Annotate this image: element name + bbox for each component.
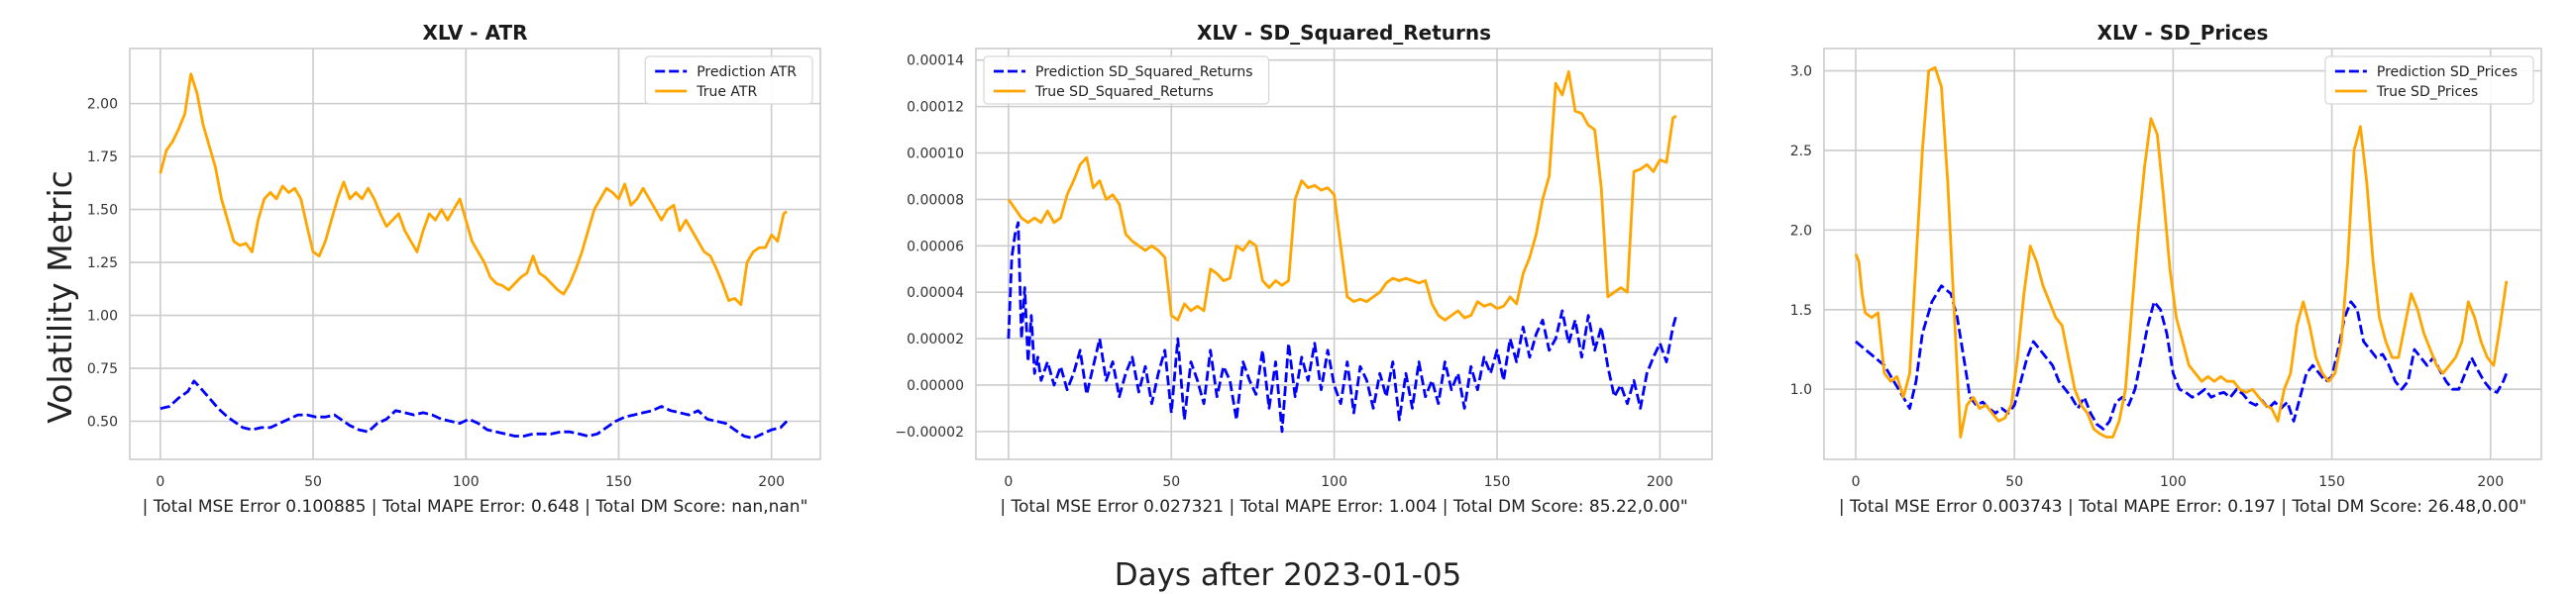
series-line-true xyxy=(1007,70,1677,322)
x-tick-label: 100 xyxy=(1321,474,1347,490)
y-tick-label: 0.00004 xyxy=(907,285,964,301)
y-tick-label: 1.5 xyxy=(1790,303,1812,319)
subplot-3: 0 50 100 150 200 1.0 1.5 2.0 2.5 3.0 XLV - SD_Pric… xyxy=(1790,21,2542,517)
x-tick-label: 100 xyxy=(2160,474,2187,490)
x-tick-label: 50 xyxy=(304,474,322,490)
figure-y-label: Volatility Metric xyxy=(41,170,79,424)
legend-box xyxy=(644,55,813,105)
legend-entry: True ATR xyxy=(696,84,757,100)
x-tick-label: 0 xyxy=(156,474,164,490)
x-tick-label: 0 xyxy=(1852,474,1861,490)
series-line-prediction xyxy=(1007,221,1678,434)
subplot-2: 0 50 100 150 200 −0.00002 0.00000 0.00002 0.0000… xyxy=(895,21,1713,517)
legend: Prediction ATR True ATR xyxy=(644,55,813,105)
series-line-prediction xyxy=(160,379,789,440)
y-tick-label: 1.00 xyxy=(87,309,118,325)
x-axis-label: | Total MSE Error 0.027321 | Total MAPE … xyxy=(1000,497,1687,517)
legend-box xyxy=(983,55,1270,105)
y-tick-label: 0.00002 xyxy=(907,332,964,347)
legend-entry: Prediction SD_Prices xyxy=(2377,64,2518,80)
legend-box xyxy=(2324,55,2534,105)
x-tick-label: 150 xyxy=(2318,474,2345,490)
y-tick-label: 0.00008 xyxy=(907,192,964,208)
x-tick-label: 200 xyxy=(758,474,785,490)
plot-frame xyxy=(129,48,821,460)
y-tick-label: 3.0 xyxy=(1790,64,1812,80)
x-tick-label: 200 xyxy=(1647,474,1673,490)
y-tick-label: 1.25 xyxy=(87,255,118,271)
y-tick-label: 0.00006 xyxy=(907,239,964,254)
series-line-true xyxy=(1854,65,2509,439)
subplot-title: XLV - SD_Squared_Returns xyxy=(1197,21,1491,45)
y-tick-label: 1.50 xyxy=(87,203,118,219)
series-line-true xyxy=(159,72,788,307)
x-tick-label: 200 xyxy=(2477,474,2504,490)
plot-area xyxy=(130,49,820,459)
y-tick-label: 2.5 xyxy=(1790,144,1812,159)
y-tick-label: 0.00010 xyxy=(907,147,964,162)
x-tick-label: 50 xyxy=(1162,474,1180,490)
plot-area xyxy=(976,49,1712,459)
y-tick-label: 0.50 xyxy=(87,414,118,430)
y-tick-label: 2.0 xyxy=(1790,223,1812,239)
y-tick-label: 2.00 xyxy=(87,97,118,113)
legend: Prediction SD_Prices True SD_Prices xyxy=(2324,55,2534,105)
y-tick-label: 1.75 xyxy=(87,149,118,165)
x-tick-label: 50 xyxy=(2005,474,2023,490)
x-tick-label: 0 xyxy=(1004,474,1013,490)
legend-entry: Prediction SD_Squared_Returns xyxy=(1035,64,1253,80)
subplot-1: 0 50 100 150 200 0.50 0.75 1.00 1.25 1.50 1.75 2.00… xyxy=(87,21,821,517)
y-tick-label: 1.0 xyxy=(1790,382,1812,398)
x-tick-label: 100 xyxy=(453,474,480,490)
x-tick-label: 150 xyxy=(605,474,632,490)
y-tick-label: 0.75 xyxy=(87,361,118,377)
legend-entry: True SD_Prices xyxy=(2376,84,2478,100)
plot-frame xyxy=(1823,48,2542,460)
y-tick-label: 0.00014 xyxy=(907,53,964,69)
y-tick-label: 0.00012 xyxy=(907,100,964,116)
subplots: 0 50 100 150 2000.500.751.001.251.501.752.00… xyxy=(87,21,2542,517)
legend-entry: True SD_Squared_Returns xyxy=(1034,84,1214,100)
y-tick-label: 0.00000 xyxy=(907,378,964,394)
plot-area xyxy=(1824,49,2541,459)
x-axis-label: | Total MSE Error 0.003743 | Total MAPE … xyxy=(1839,497,2526,517)
plot-frame xyxy=(975,48,1713,460)
y-tick-label: −0.00002 xyxy=(895,425,964,441)
legend-entry: Prediction ATR xyxy=(697,64,797,80)
subplot-title: XLV - SD_Prices xyxy=(2097,21,2269,45)
figure-x-label: Days after 2023-01-05 xyxy=(1115,557,1462,593)
x-tick-label: 150 xyxy=(1484,474,1511,490)
x-axis-label: | Total MSE Error 0.100885 | Total MAPE … xyxy=(143,497,808,517)
subplot-title: XLV - ATR xyxy=(422,21,527,45)
legend: Prediction SD_Squared_Returns True SD_Squ… xyxy=(983,55,1270,105)
